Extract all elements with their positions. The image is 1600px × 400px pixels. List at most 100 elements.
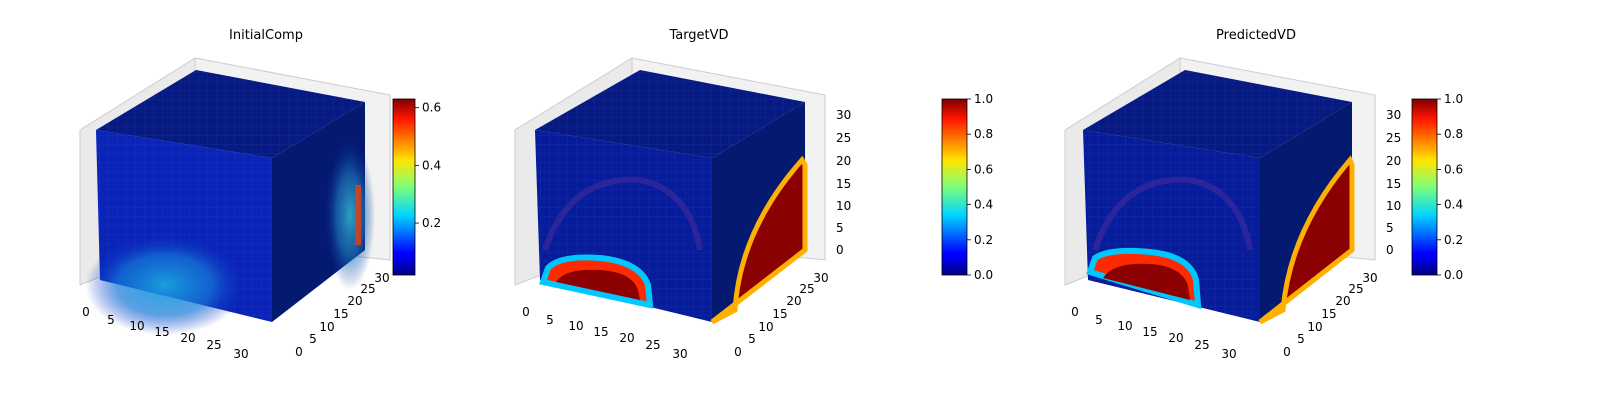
colorbar-gradient: [1411, 98, 1438, 276]
y-tick: 25: [360, 282, 375, 296]
x-tick: 20: [180, 331, 195, 345]
y-tick: 20: [786, 294, 801, 308]
z-tick: 15: [1386, 177, 1401, 191]
colorbar-tick-label: 0.0: [974, 268, 993, 282]
colorbar-tick-label: 0.4: [974, 198, 993, 212]
z-tick: 15: [836, 177, 851, 191]
y-tick: 20: [347, 294, 362, 308]
right-edge-highlight: [355, 185, 361, 245]
x-tick: 0: [522, 305, 530, 319]
colorbar-tick-label: 1.0: [1444, 92, 1463, 106]
z-tick: 30: [836, 108, 851, 122]
x-tick: 15: [593, 325, 608, 339]
panel-initialcomp: InitialComp 0 5 10 15 20 25 30 0 5 10 15…: [79, 28, 441, 361]
z-tick: 25: [1386, 131, 1401, 145]
x-tick: 25: [645, 338, 660, 352]
y-tick: 15: [1321, 307, 1336, 321]
colorbar-tick-label: 0.6: [1444, 162, 1463, 176]
y-tick: 30: [1362, 271, 1377, 285]
x-axis-ticks: 0 5 10 15 20 25 30: [1071, 305, 1236, 361]
y-tick: 10: [1307, 320, 1322, 334]
colorbar-tick-label: 0.4: [1444, 198, 1463, 212]
x-tick: 25: [206, 338, 221, 352]
panel-targetvd: TargetVD 0 5 10 15 20 25 30 0 5 10 15 20…: [514, 28, 993, 361]
x-tick: 30: [233, 347, 248, 361]
colorbar-tick-label: 0.0: [1444, 268, 1463, 282]
colorbar: 0.2 0.4 0.6: [392, 98, 441, 276]
y-tick: 0: [295, 345, 303, 359]
y-axis-ticks: 0 5 10 15 20 25 30: [734, 271, 828, 359]
colorbar-tick-label: 0.8: [974, 127, 993, 141]
z-tick: 10: [1386, 199, 1401, 213]
colorbar-tick-label: 0.2: [422, 216, 441, 230]
y-tick: 30: [374, 271, 389, 285]
colorbar-tick-label: 0.6: [974, 162, 993, 176]
z-tick: 30: [1386, 108, 1401, 122]
y-tick: 0: [734, 345, 742, 359]
x-tick: 20: [619, 331, 634, 345]
z-tick: 5: [836, 221, 844, 235]
panel-title: InitialComp: [229, 28, 303, 43]
colorbar-tick-label: 1.0: [974, 92, 993, 106]
z-tick: 0: [1386, 243, 1394, 257]
front-hot-core: [1103, 263, 1190, 300]
z-axis-ticks: 0 5 10 15 20 25 30: [836, 108, 851, 257]
x-axis-ticks: 0 5 10 15 20 25 30: [522, 305, 687, 361]
x-tick: 10: [129, 319, 144, 333]
x-tick: 5: [107, 313, 115, 327]
top-grid: [535, 70, 805, 158]
y-tick: 20: [1335, 294, 1350, 308]
y-tick: 25: [799, 282, 814, 296]
x-tick: 30: [1221, 347, 1236, 361]
colorbar: 0.0 0.2 0.4 0.6 0.8 1.0: [1411, 92, 1463, 282]
y-tick: 10: [758, 320, 773, 334]
z-tick: 10: [836, 199, 851, 213]
colorbar-gradient: [392, 98, 416, 276]
front-arc-faint: [542, 176, 703, 251]
colorbar: 0.0 0.2 0.4 0.6 0.8 1.0: [941, 92, 993, 282]
colorbar-tick-label: 0.2: [974, 233, 993, 247]
y-tick: 5: [1297, 332, 1305, 346]
y-tick: 5: [748, 332, 756, 346]
colorbar-tick-label: 0.8: [1444, 127, 1463, 141]
panel-title: PredictedVD: [1216, 28, 1296, 43]
front-arc-faint: [1092, 176, 1253, 251]
y-tick: 15: [333, 307, 348, 321]
x-tick: 10: [568, 319, 583, 333]
panel-title: TargetVD: [668, 28, 728, 43]
x-tick: 0: [82, 305, 90, 319]
x-tick: 0: [1071, 305, 1079, 319]
x-axis-ticks: 0 5 10 15 20 25 30: [82, 305, 248, 361]
panel-predictedvd: PredictedVD 0 5 10 15 20 25 30 0 5 10 15…: [1064, 28, 1463, 361]
y-tick: 10: [319, 320, 334, 334]
colorbar-tick-label: 0.6: [422, 101, 441, 115]
y-tick: 15: [772, 307, 787, 321]
top-grid: [96, 70, 365, 158]
colorbar-tick-label: 0.2: [1444, 233, 1463, 247]
right-hot-region: [1258, 155, 1355, 325]
top-grid: [1083, 70, 1352, 158]
x-tick: 15: [154, 325, 169, 339]
x-tick: 15: [1142, 325, 1157, 339]
right-blob: [325, 140, 375, 290]
right-hot-region: [710, 155, 808, 325]
x-tick: 20: [1168, 331, 1183, 345]
y-tick: 5: [309, 332, 317, 346]
colorbar-tick-label: 0.4: [422, 158, 441, 172]
z-tick: 20: [1386, 154, 1401, 168]
front-hot-core: [556, 269, 640, 300]
y-axis-ticks: 0 5 10 15 20 25 30: [1283, 271, 1377, 359]
x-tick: 25: [1194, 338, 1209, 352]
y-tick: 30: [813, 271, 828, 285]
z-tick: 20: [836, 154, 851, 168]
y-tick: 25: [1348, 282, 1363, 296]
z-tick: 25: [836, 131, 851, 145]
front-blob: [85, 235, 245, 335]
z-tick: 5: [1386, 221, 1394, 235]
y-axis-ticks: 0 5 10 15 20 25 30: [295, 271, 389, 359]
colorbar-gradient: [941, 98, 968, 276]
x-tick: 5: [546, 313, 554, 327]
x-tick: 10: [1117, 319, 1132, 333]
x-tick: 30: [672, 347, 687, 361]
